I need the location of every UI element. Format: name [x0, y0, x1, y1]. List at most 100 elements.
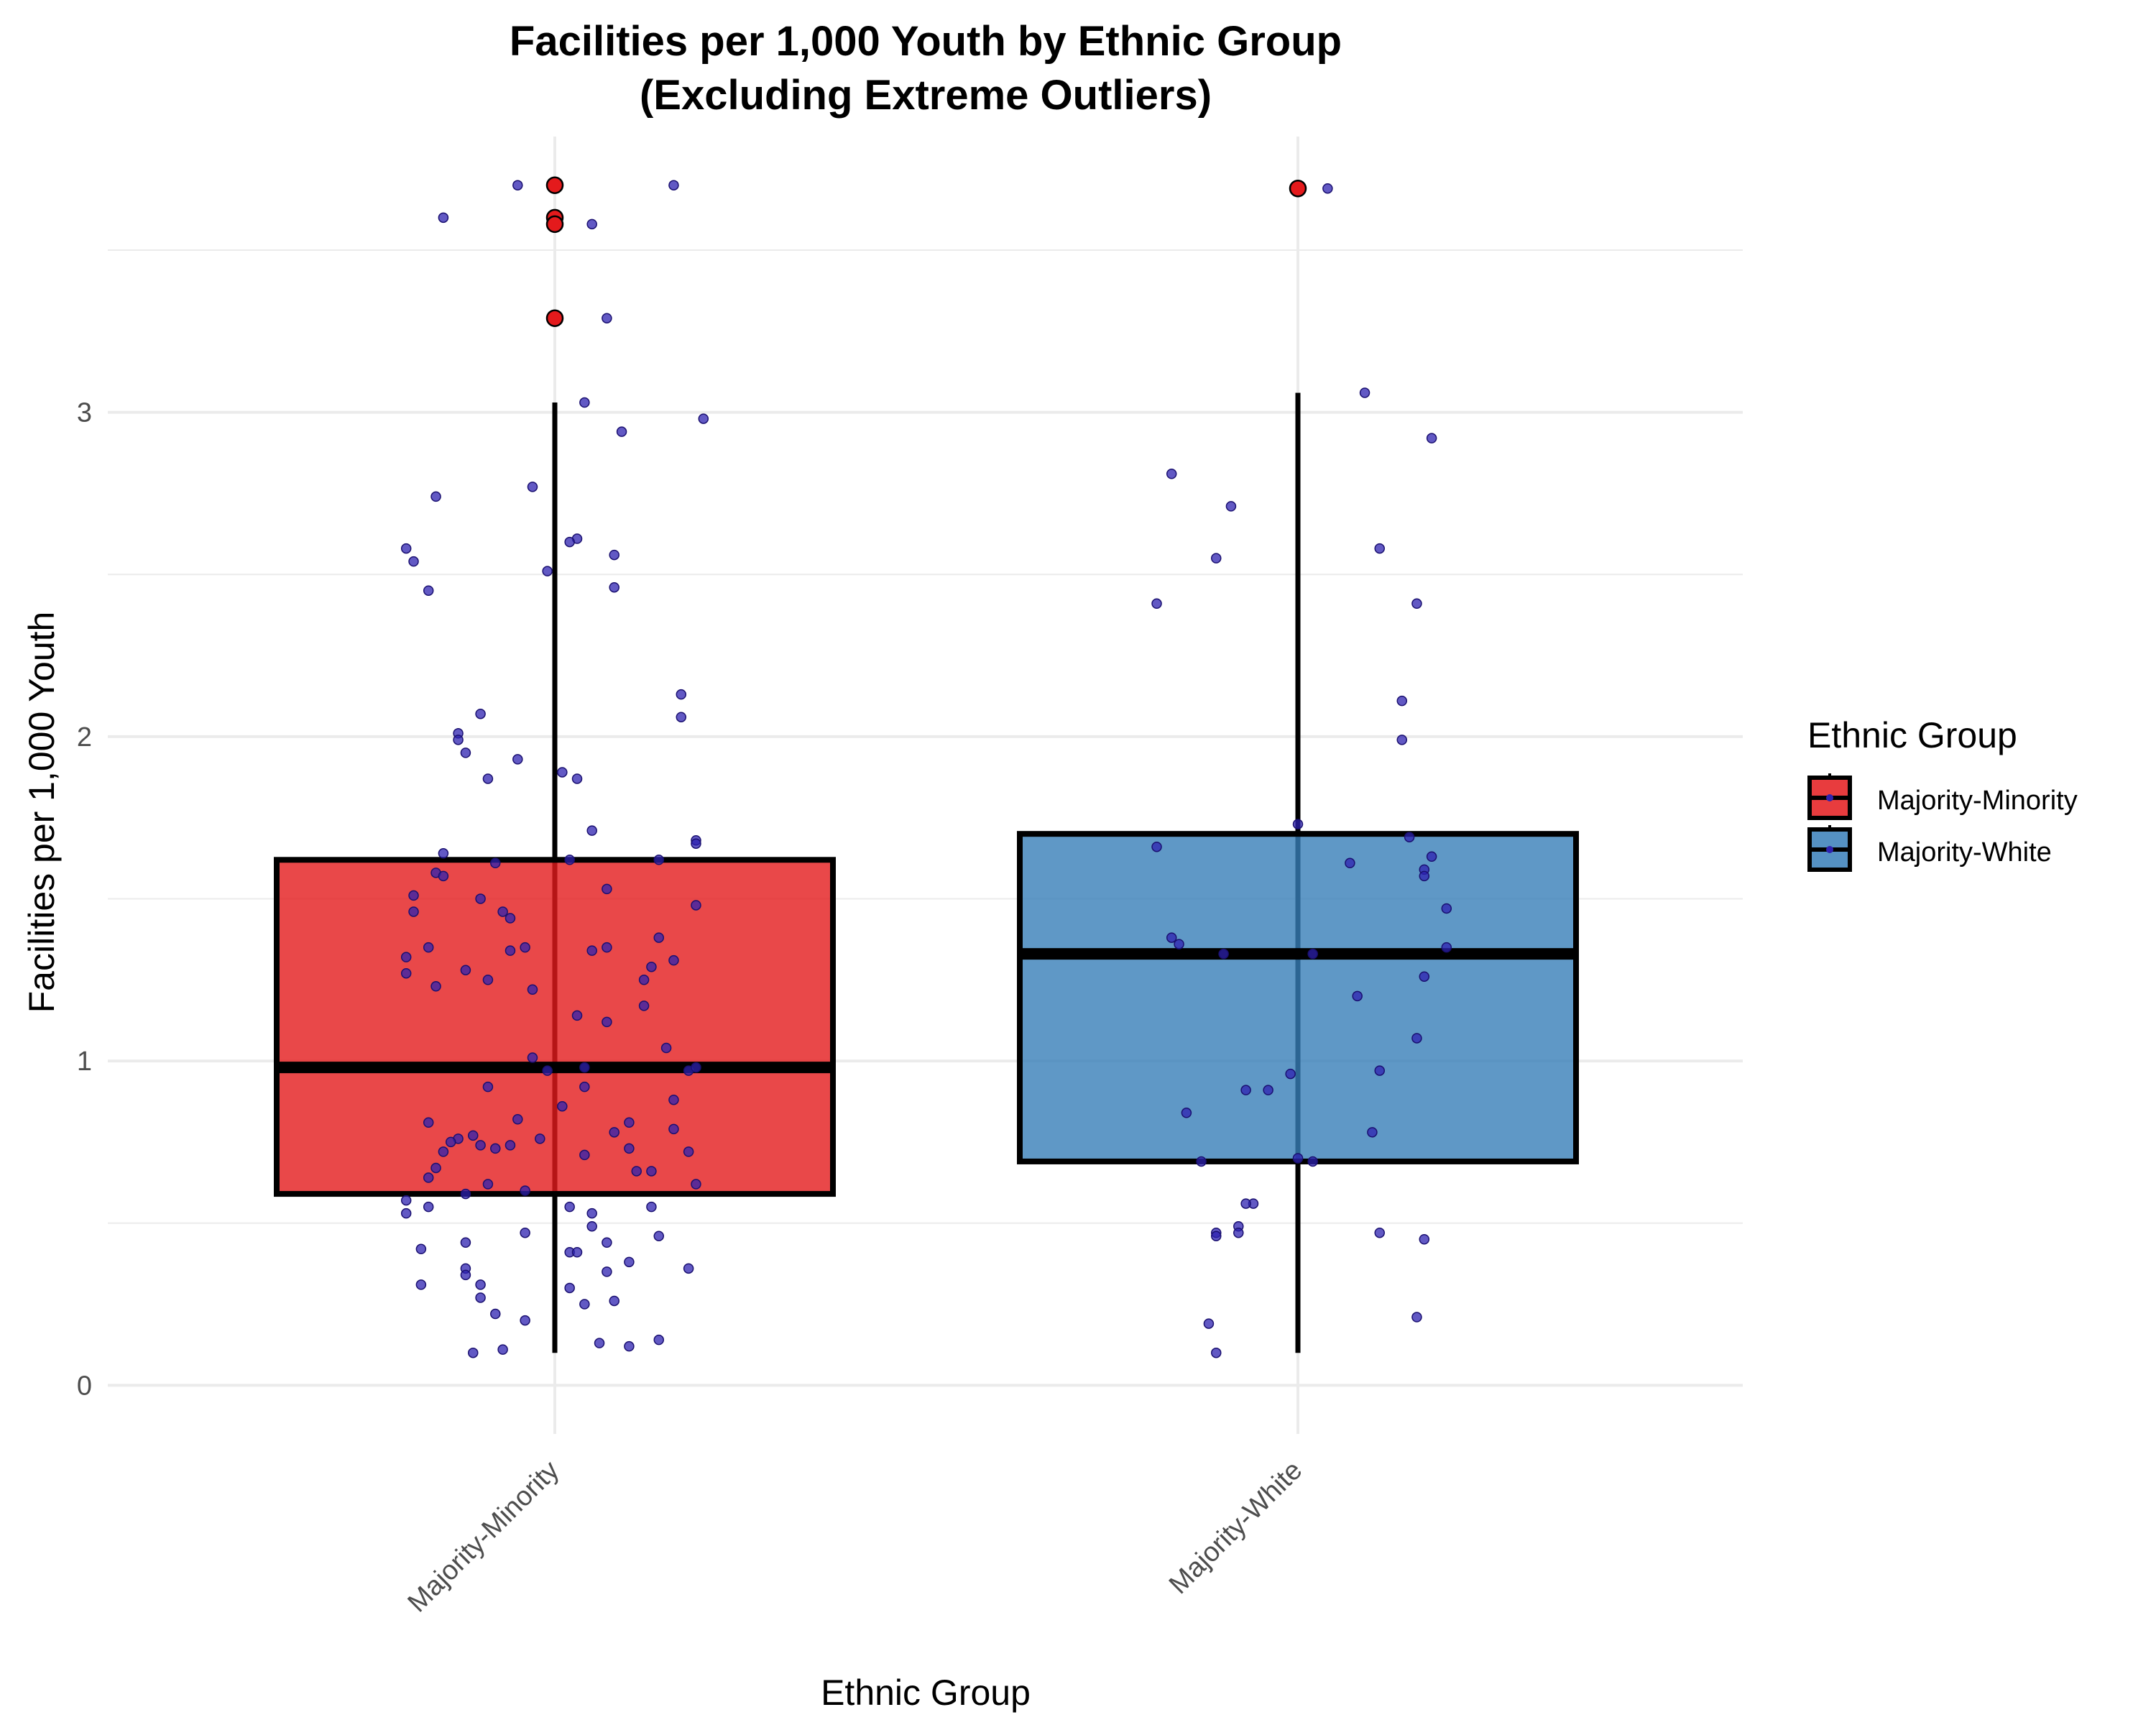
jitter-point [691, 1062, 701, 1073]
jitter-point [1367, 1127, 1378, 1138]
jitter-point [542, 1065, 553, 1076]
jitter-point [624, 1117, 635, 1128]
jitter-point [408, 906, 419, 917]
jitter-point [646, 961, 657, 972]
jitter-point [653, 855, 665, 865]
y-tick-label: 1 [77, 1046, 92, 1077]
jitter-point [668, 180, 679, 190]
legend: Ethnic Group Majority-Minority Majority-… [1807, 715, 2078, 872]
jitter-point [564, 536, 575, 548]
jitter-point [624, 1340, 635, 1352]
x-axis-title: Ethnic Group [821, 1673, 1031, 1713]
box [274, 857, 836, 1197]
jitter-point [438, 1146, 449, 1157]
jitter-point [1166, 469, 1177, 479]
jitter-point [676, 712, 687, 722]
jitter-point [564, 1282, 575, 1294]
jitter-point [423, 1117, 434, 1128]
jitter-point [579, 1149, 590, 1161]
legend-title: Ethnic Group [1807, 715, 2017, 755]
jitter-point [1441, 942, 1452, 953]
jitter-point [1441, 903, 1452, 914]
jitter-point [1396, 695, 1408, 707]
outlier-point [545, 176, 564, 194]
jitter-point [602, 942, 612, 953]
jitter-point [683, 1263, 694, 1274]
jitter-point [660, 1042, 672, 1054]
jitter-point [1285, 1068, 1296, 1080]
jitter-point [579, 1081, 590, 1092]
jitter-point [400, 952, 412, 962]
jitter-point [616, 426, 627, 437]
jitter-point [1411, 598, 1422, 610]
jitter-point [1225, 501, 1237, 512]
jitter-point [609, 1127, 619, 1138]
jitter-point [653, 1334, 665, 1346]
jitter-point [475, 893, 486, 904]
jitter-point [482, 975, 494, 985]
jitter-point [512, 180, 523, 190]
boxes [274, 176, 1579, 1353]
jitter-point [571, 1247, 583, 1258]
jitter-point [602, 313, 612, 323]
jitter-point [1292, 819, 1304, 829]
legend-label-majority-white: Majority-White [1877, 837, 2052, 868]
jitter-points [400, 180, 1452, 1358]
jitter-point [423, 585, 434, 596]
jitter-point [1404, 832, 1415, 842]
jitter-point [557, 767, 568, 778]
jitter-point [609, 1295, 619, 1307]
jitter-point [400, 1195, 412, 1206]
jitter-point [1307, 1156, 1318, 1167]
jitter-point [1396, 735, 1408, 745]
jitter-point [460, 748, 471, 758]
jitter-point [698, 413, 709, 424]
jitter-point [1352, 990, 1363, 1002]
jitter-point [505, 945, 516, 956]
jitter-point [460, 1269, 471, 1281]
jitter-point [586, 825, 597, 836]
jitter-point [520, 1315, 530, 1326]
jitter-point [683, 1146, 694, 1157]
jitter-point [1196, 1156, 1207, 1167]
jitter-point [1166, 932, 1177, 943]
jitter-point [579, 397, 590, 408]
jitter-point [445, 1136, 456, 1148]
chart-title-line2: (Excluding Extreme Outliers) [640, 72, 1212, 119]
jitter-point [423, 1172, 434, 1183]
jitter-point [497, 1344, 508, 1355]
jitter-point [1181, 1108, 1192, 1118]
jitter-point [1322, 183, 1333, 194]
jitter-point [497, 906, 508, 917]
jitter-point [482, 773, 494, 784]
jitter-point [415, 1243, 427, 1255]
jitter-point [1263, 1085, 1273, 1095]
jitter-point [1211, 1230, 1222, 1241]
jitter-point [400, 1208, 412, 1219]
jitter-point [430, 491, 441, 502]
jitter-point [1411, 1312, 1422, 1322]
jitter-point [482, 1179, 494, 1190]
jitter-point [468, 1130, 479, 1141]
jitter-point [602, 883, 612, 895]
jitter-point [512, 754, 523, 765]
jitter-point [400, 967, 412, 979]
jitter-point [490, 857, 501, 869]
outlier-point [545, 215, 564, 234]
jitter-point [1233, 1227, 1244, 1238]
jitter-point [1307, 948, 1318, 960]
jitter-point [1218, 948, 1229, 960]
jitter-point [586, 1220, 597, 1232]
jitter-point [564, 1201, 575, 1213]
jitter-point [512, 1114, 523, 1125]
jitter-point [438, 848, 449, 859]
chart-title-line1: Facilities per 1,000 Youth by Ethnic Gro… [510, 18, 1342, 65]
jitter-point [490, 1143, 501, 1154]
jitter-point [602, 1016, 612, 1028]
jitter-point [579, 1062, 590, 1073]
jitter-point [430, 981, 441, 992]
jitter-point [1426, 433, 1437, 443]
jitter-point [423, 1201, 434, 1213]
jitter-point [527, 984, 538, 995]
jitter-point [668, 1123, 679, 1135]
